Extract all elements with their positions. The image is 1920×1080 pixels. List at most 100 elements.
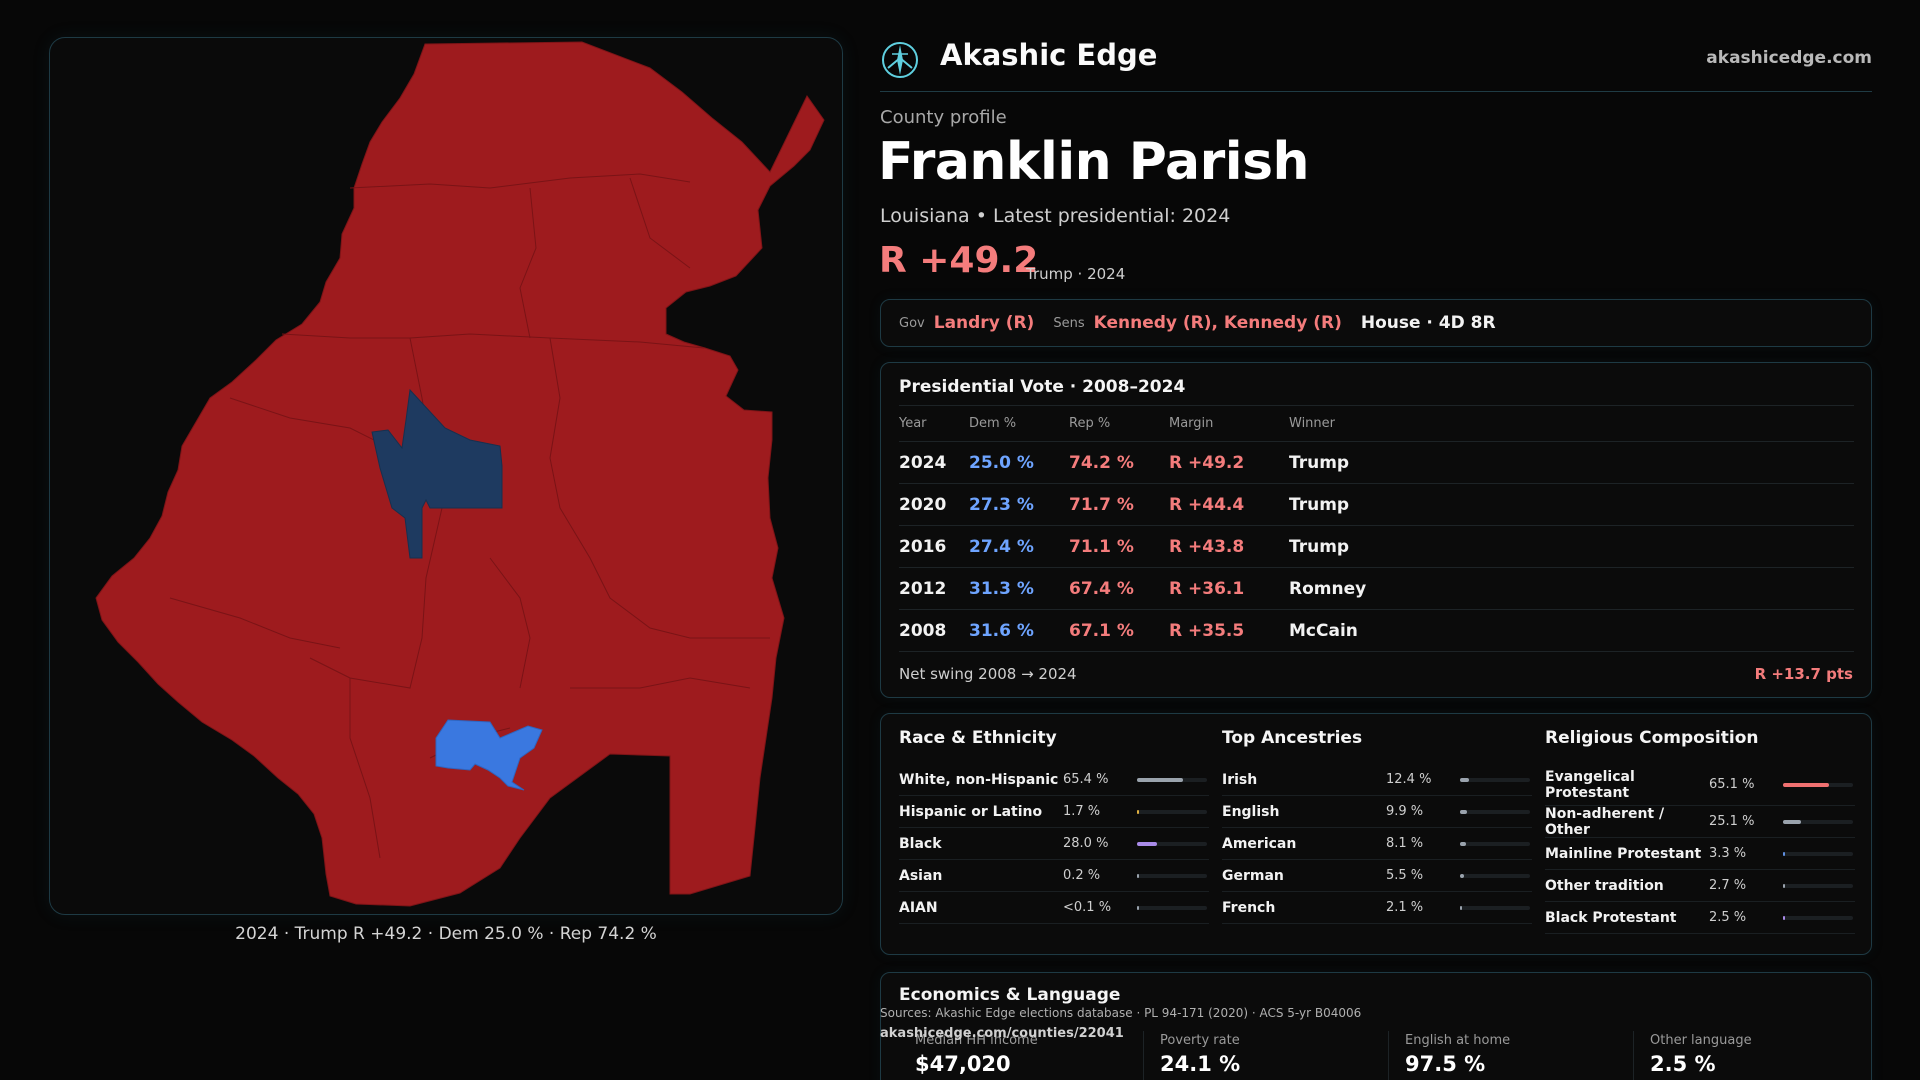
share-bar xyxy=(1137,905,1207,910)
cell-winner: McCain xyxy=(1289,609,1854,652)
cell-dem: 31.6 % xyxy=(969,609,1069,652)
item-value: 2.5 % xyxy=(1709,910,1747,925)
item-label: Irish xyxy=(1222,771,1258,788)
headline-margin: R +49.2 xyxy=(879,240,1039,281)
cell-winner: Romney xyxy=(1289,567,1854,610)
table-row[interactable]: 2024 25.0 % 74.2 % R +49.2 Trump xyxy=(899,441,1854,484)
item-value: 5.5 % xyxy=(1386,868,1424,883)
cell-margin: R +35.5 xyxy=(1169,609,1289,652)
cell-year: 2016 xyxy=(899,525,969,568)
item-value: 2.7 % xyxy=(1709,878,1747,893)
stat-label: English at home xyxy=(1405,1033,1511,1048)
share-bar-fill xyxy=(1460,841,1466,846)
cell-year: 2024 xyxy=(899,441,969,484)
cell-rep: 71.1 % xyxy=(1069,525,1169,568)
governor-name: Landry (R) xyxy=(933,313,1035,333)
stat-label: Median HH income xyxy=(915,1033,1038,1048)
share-bar xyxy=(1460,809,1530,814)
share-bar-fill xyxy=(1460,777,1469,782)
item-label: German xyxy=(1222,867,1284,884)
site-link[interactable]: akashicedge.com xyxy=(1706,48,1872,68)
list-item[interactable]: English 9.9 % xyxy=(1222,796,1532,828)
item-value: 65.1 % xyxy=(1709,777,1755,792)
stat-other-language: Other language 2.5 % xyxy=(1650,1033,1880,1076)
item-value: <0.1 % xyxy=(1063,900,1112,915)
share-bar-fill xyxy=(1460,809,1467,814)
brand-name[interactable]: Akashic Edge xyxy=(940,38,1158,72)
sens-label: Sens xyxy=(1053,315,1085,331)
list-item[interactable]: White, non-Hispanic 65.4 % xyxy=(899,764,1209,796)
item-label: AIAN xyxy=(899,899,938,916)
race-ethnicity-section: Race & Ethnicity White, non-Hispanic 65.4… xyxy=(899,728,1209,924)
list-item[interactable]: Asian 0.2 % xyxy=(899,860,1209,892)
table-row[interactable]: 2016 27.4 % 71.1 % R +43.8 Trump xyxy=(899,525,1854,568)
site-header: Akashic Edge akashicedge.com xyxy=(880,36,1872,92)
divider xyxy=(1633,1031,1634,1080)
card-title: Presidential Vote · 2008–2024 xyxy=(899,377,1186,397)
share-bar-fill xyxy=(1137,841,1157,846)
item-label: English xyxy=(1222,803,1280,820)
list-item[interactable]: Hispanic or Latino 1.7 % xyxy=(899,796,1209,828)
cell-dem: 27.4 % xyxy=(969,525,1069,568)
share-bar-fill xyxy=(1783,915,1785,920)
list-item[interactable]: American 8.1 % xyxy=(1222,828,1532,860)
cell-margin: R +44.4 xyxy=(1169,483,1289,526)
map-region-dem-dark[interactable] xyxy=(371,388,503,559)
item-value: 0.2 % xyxy=(1063,868,1101,883)
share-bar xyxy=(1460,873,1530,878)
divider xyxy=(1143,1031,1144,1080)
county-map[interactable] xyxy=(49,37,843,915)
share-bar xyxy=(1783,851,1853,856)
list-item[interactable]: French 2.1 % xyxy=(1222,892,1532,924)
list-item[interactable]: Non-adherent / Other 25.1 % xyxy=(1545,806,1855,838)
parish-precinct-map[interactable] xyxy=(50,38,843,915)
cell-dem: 27.3 % xyxy=(969,483,1069,526)
stat-english-at-home: English at home 97.5 % xyxy=(1405,1033,1635,1076)
section-title: Top Ancestries xyxy=(1222,728,1363,748)
item-label: Non-adherent / Other xyxy=(1545,805,1665,838)
stat-value: $47,020 xyxy=(915,1052,1011,1076)
col-header-year: Year xyxy=(899,405,969,442)
col-header-winner: Winner xyxy=(1289,405,1854,442)
cell-winner: Trump xyxy=(1289,441,1854,484)
share-bar xyxy=(1137,777,1207,782)
list-item[interactable]: Irish 12.4 % xyxy=(1222,764,1532,796)
list-item[interactable]: Evangelical Protestant 65.1 % xyxy=(1545,764,1855,806)
table-row[interactable]: 2012 31.3 % 67.4 % R +36.1 Romney xyxy=(899,567,1854,610)
house-delegation: House · 4D 8R xyxy=(1360,313,1496,333)
list-item[interactable]: AIAN <0.1 % xyxy=(899,892,1209,924)
senators-names: Kennedy (R), Kennedy (R) xyxy=(1093,313,1342,333)
share-bar xyxy=(1137,873,1207,878)
stat-label: Poverty rate xyxy=(1160,1033,1240,1048)
col-header-dem: Dem % xyxy=(969,405,1069,442)
item-value: 65.4 % xyxy=(1063,772,1109,787)
permalink[interactable]: akashicedge.com/counties/22041 xyxy=(880,1026,1124,1041)
cell-year: 2012 xyxy=(899,567,969,610)
table-row[interactable]: 2008 31.6 % 67.1 % R +35.5 McCain xyxy=(899,609,1854,652)
list-item[interactable]: Black Protestant 2.5 % xyxy=(1545,902,1855,934)
item-value: 9.9 % xyxy=(1386,804,1424,819)
cell-dem: 25.0 % xyxy=(969,441,1069,484)
map-region-dem-light[interactable] xyxy=(435,719,543,791)
stat-value: 24.1 % xyxy=(1160,1052,1241,1076)
table-row[interactable]: 2020 27.3 % 71.7 % R +44.4 Trump xyxy=(899,483,1854,526)
list-item[interactable]: Black 28.0 % xyxy=(899,828,1209,860)
item-label: Black Protestant xyxy=(1545,909,1677,926)
item-value: 1.7 % xyxy=(1063,804,1101,819)
divider xyxy=(1388,1031,1389,1080)
section-title: Race & Ethnicity xyxy=(899,728,1057,748)
share-bar xyxy=(1137,841,1207,846)
item-value: 12.4 % xyxy=(1386,772,1432,787)
share-bar xyxy=(1460,777,1530,782)
list-item[interactable]: Mainline Protestant 3.3 % xyxy=(1545,838,1855,870)
stat-value: 97.5 % xyxy=(1405,1052,1486,1076)
list-item[interactable]: Other tradition 2.7 % xyxy=(1545,870,1855,902)
share-bar xyxy=(1137,809,1207,814)
share-bar-fill xyxy=(1137,777,1183,782)
compass-rose-icon[interactable] xyxy=(880,40,920,80)
presidential-vote-card: Presidential Vote · 2008–2024 Year Dem %… xyxy=(880,362,1872,698)
share-bar-fill xyxy=(1783,851,1785,856)
officials-bar: Gov Landry (R) Sens Kennedy (R), Kennedy… xyxy=(880,299,1872,347)
share-bar-fill xyxy=(1783,883,1785,888)
list-item[interactable]: German 5.5 % xyxy=(1222,860,1532,892)
